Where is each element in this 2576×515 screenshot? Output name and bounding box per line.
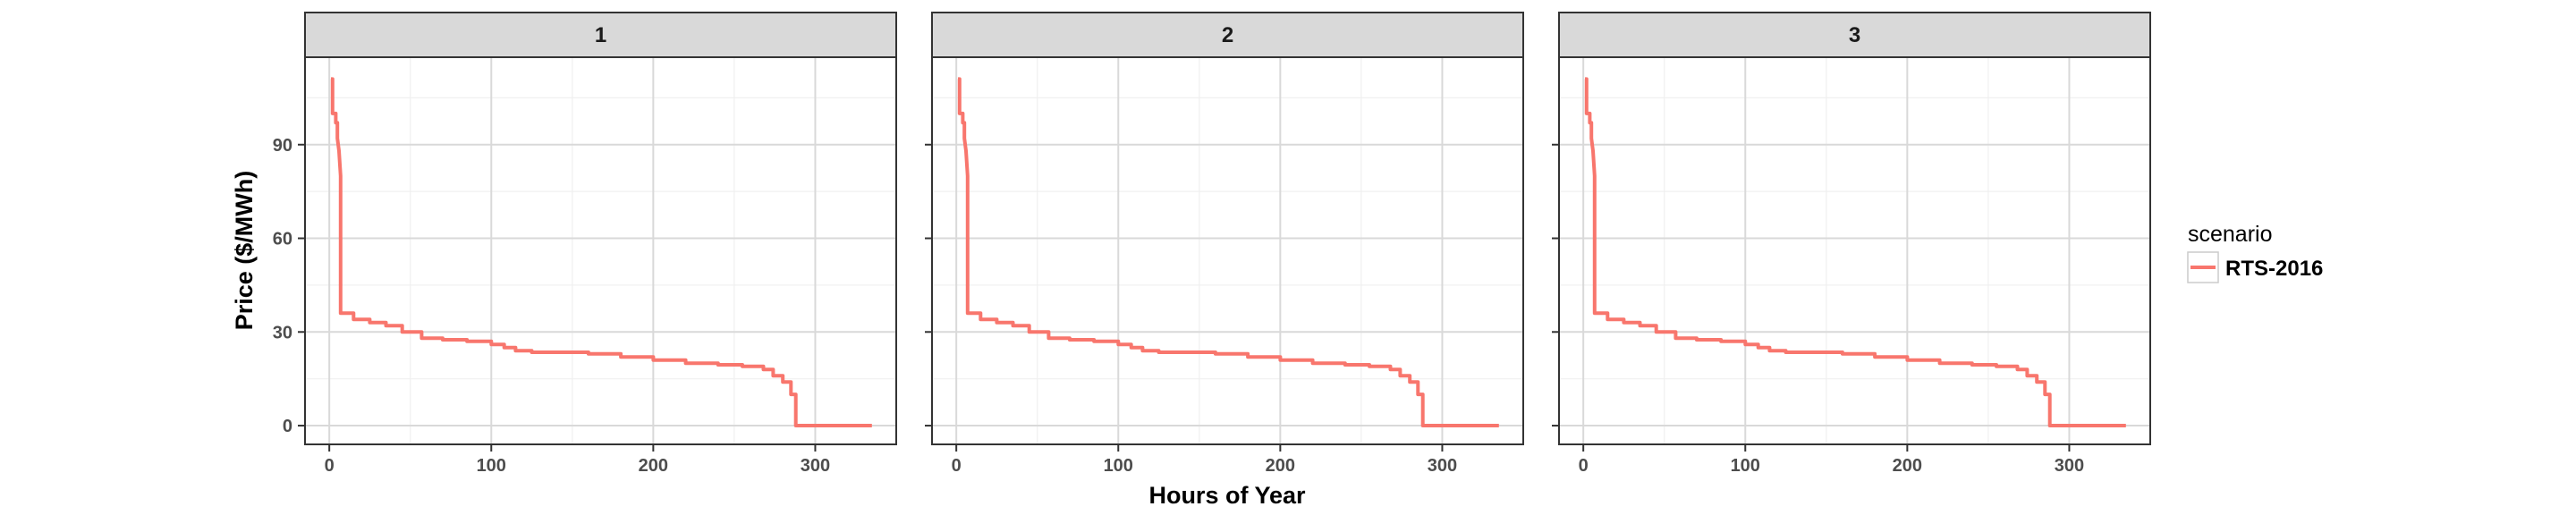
panel-background-1 bbox=[305, 57, 896, 444]
y-tick-label: 0 bbox=[283, 417, 292, 436]
y-tick-label: 30 bbox=[273, 323, 292, 342]
facet-strip-label-2: 2 bbox=[1222, 23, 1233, 47]
x-tick-label: 200 bbox=[639, 456, 668, 476]
facet-strip-3 bbox=[1558, 12, 2151, 58]
series-line-rts-2016-panel-3 bbox=[1584, 77, 2126, 427]
x-tick-label: 0 bbox=[952, 456, 962, 476]
series-line-rts-2016-panel-1 bbox=[330, 77, 872, 427]
legend-title: scenario bbox=[2188, 222, 2273, 247]
x-tick-label: 200 bbox=[1266, 456, 1295, 476]
series-line-rts-2016-panel-2 bbox=[957, 77, 1499, 427]
facet-strip-1 bbox=[304, 12, 897, 58]
x-tick-label: 0 bbox=[1579, 456, 1589, 476]
x-tick-label: 0 bbox=[325, 456, 335, 476]
facet-strip-label-1: 1 bbox=[595, 23, 606, 47]
panel-background-2 bbox=[932, 57, 1523, 444]
x-tick-label: 100 bbox=[477, 456, 506, 476]
x-tick-label: 300 bbox=[1428, 456, 1457, 476]
y-axis-title: Price ($/MWh) bbox=[231, 171, 258, 331]
facet-strip-label-3: 3 bbox=[1849, 23, 1860, 47]
facet-strip-2 bbox=[931, 12, 1524, 58]
y-tick-label: 90 bbox=[273, 136, 292, 156]
y-tick-label: 60 bbox=[273, 230, 292, 249]
x-tick-label: 300 bbox=[2055, 456, 2084, 476]
panel-background-3 bbox=[1559, 57, 2150, 444]
x-axis-title: Hours of Year bbox=[1148, 482, 1306, 509]
legend-entry-label: RTS-2016 bbox=[2225, 257, 2323, 281]
x-tick-label: 100 bbox=[1104, 456, 1133, 476]
x-tick-label: 200 bbox=[1893, 456, 1922, 476]
x-tick-label: 100 bbox=[1731, 456, 1760, 476]
x-tick-label: 300 bbox=[801, 456, 830, 476]
